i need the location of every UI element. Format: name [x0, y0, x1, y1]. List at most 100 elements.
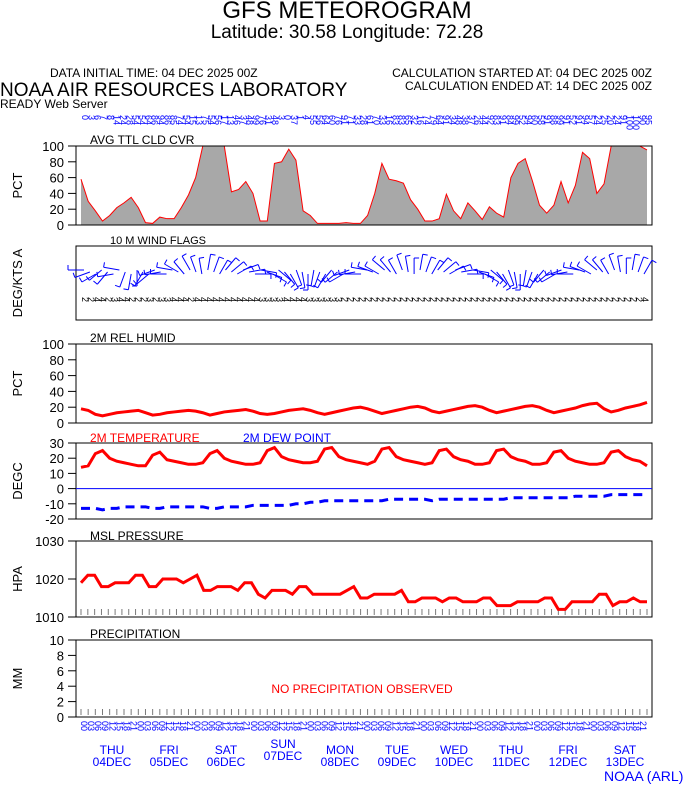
wind-barb-flag [156, 262, 159, 268]
cloud-top-number: 24 [612, 115, 622, 125]
wind-barb [357, 266, 374, 273]
wind-speed-label: 3 [145, 297, 155, 302]
wind-speed-label: 2 [522, 297, 532, 302]
wind-speed-label: 2 [546, 297, 556, 302]
cloud-top-number: 6 [93, 115, 103, 120]
wind-barb [608, 254, 615, 271]
wind-speed-label: 3 [269, 297, 279, 302]
wind-barb-flag [502, 283, 508, 288]
wind-barb [260, 269, 277, 274]
cloud-top-number: 76 [333, 115, 343, 125]
cloud-top-number: 94 [156, 115, 166, 125]
cloud-top-number: 44 [479, 115, 489, 125]
cloud-top-number: 37 [289, 115, 299, 125]
wind-title: 10 M WIND FLAGS [110, 235, 206, 247]
wind-barb [139, 269, 155, 276]
hour-tick-label: 03 [426, 721, 436, 731]
wind-speed-label: 2 [628, 297, 638, 302]
wind-speed-label: 2 [434, 297, 444, 302]
hour-tick-label: 06 [603, 721, 613, 731]
wind-barb-flag [293, 287, 299, 291]
hour-tick-label: 12 [617, 721, 627, 731]
wind-speed-label: 2 [634, 297, 644, 302]
wind-speed-label: 2 [133, 297, 143, 302]
wind-barb-flag [137, 270, 141, 276]
wind-barb-flag [190, 254, 196, 258]
hour-tick-label: 12 [277, 721, 287, 731]
wind-barb-flag [143, 269, 146, 275]
cloud-top-number: 4 [302, 115, 312, 120]
hour-tick-label: 21 [129, 721, 139, 731]
cloud-top-number: 24 [118, 115, 128, 125]
cloud-top-number: 15 [188, 115, 198, 125]
cloud-tick-label: 80 [50, 155, 64, 170]
cloud-top-number: 83 [492, 115, 502, 125]
wind-barb [272, 273, 287, 283]
wind-speed-label: 4 [174, 297, 184, 302]
wind-barb-flag [608, 252, 614, 256]
cloud-top-number: 83 [397, 115, 407, 125]
cloud-top-number: 71 [346, 115, 356, 125]
wind-barb-flag [455, 261, 460, 266]
wind-barb [74, 271, 91, 278]
wind-barb [164, 263, 179, 273]
wind-barb [334, 269, 350, 276]
wind-barb-flag [264, 269, 267, 275]
temp-line [80, 445, 648, 469]
cloud-top-number: 70 [371, 115, 381, 125]
wind-speed-label: 4 [227, 297, 237, 302]
cloud-top-number: 76 [257, 115, 267, 125]
hour-tick-label: 21 [468, 721, 478, 731]
hour-tick-label: 03 [86, 721, 96, 731]
wind-barb-flag [96, 271, 99, 277]
cloud-top-number: 84 [504, 115, 514, 125]
cloud-top-number: 79 [428, 115, 438, 125]
wind-barb-flag [371, 255, 376, 261]
wind-barb-flag [396, 252, 402, 256]
wind-barb [289, 273, 299, 289]
cloud-ylabel: PCT [10, 172, 25, 198]
wind-speed-label: 4 [210, 297, 220, 302]
cloud-top-number: 24 [593, 115, 603, 125]
wind-barb [592, 259, 604, 273]
wind-speed-label: 2 [457, 297, 467, 302]
hour-tick-label: 18 [404, 721, 414, 731]
wind-speed-label: 3 [328, 297, 338, 302]
wind-barb-flag [569, 261, 573, 267]
cloud-top-number: 14 [112, 115, 122, 125]
temp-tick-label: 20 [50, 451, 64, 466]
rh-title: 2M REL HUMID [90, 331, 176, 345]
init-time: DATA INITIAL TIME: 04 DEC 2025 00Z [50, 66, 258, 80]
cloud-top-number: 65 [403, 115, 413, 125]
hour-tick-label: 09 [440, 721, 450, 731]
hour-tick-label: 21 [581, 721, 591, 731]
wind-barb-flag [243, 261, 248, 266]
wind-speed-label: 2 [481, 297, 491, 302]
cloud-top-number: 8 [105, 115, 115, 120]
wind-panel-frame [75, 245, 653, 321]
wind-speed-label: 2 [463, 297, 473, 302]
rh-panel-frame [75, 343, 653, 424]
wind-speed-label: 4 [245, 297, 255, 302]
wind-speed-label: 3 [304, 297, 314, 302]
day-date-label: 11DEC [492, 755, 530, 769]
cloud-top-number: 0 [283, 115, 293, 120]
wind-barb-flag [388, 257, 394, 261]
wind-barb-flag [313, 284, 318, 289]
wind-speed-label: 2 [387, 297, 397, 302]
cloud-top-number: 3 [276, 115, 286, 120]
temp-ylabel: DEGC [10, 462, 25, 500]
wind-barb [396, 254, 403, 271]
wind-speed-label: 3 [109, 297, 119, 302]
cloud-top-number: 92 [485, 115, 495, 125]
wind-barb [119, 271, 126, 288]
hour-tick-label: 15 [171, 721, 181, 731]
wind-barb [455, 264, 471, 271]
hour-tick-label: 21 [185, 721, 195, 731]
rh-tick-label: 80 [50, 353, 64, 368]
hour-tick-label: 18 [461, 721, 471, 731]
pressure-tick-label: 1010 [35, 610, 64, 625]
wind-barb-flag [405, 254, 411, 257]
wind-barb-flag [199, 256, 205, 259]
